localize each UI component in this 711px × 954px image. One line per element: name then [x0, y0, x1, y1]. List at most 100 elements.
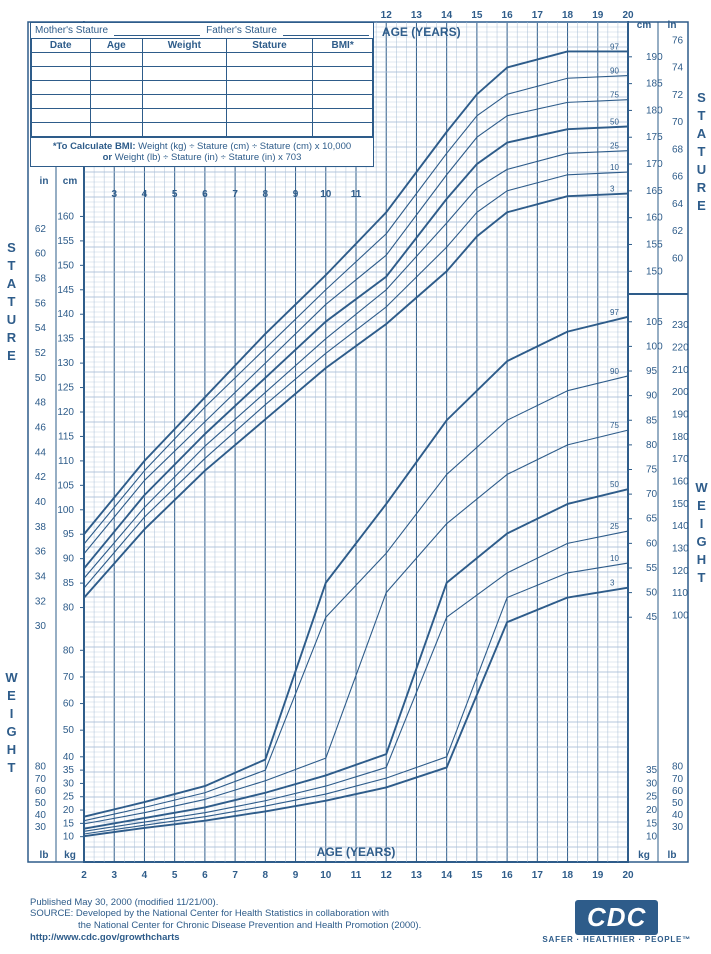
svg-text:9: 9 — [293, 870, 299, 881]
entry-cell[interactable] — [142, 123, 226, 137]
svg-text:12: 12 — [381, 10, 393, 21]
svg-text:97: 97 — [610, 308, 619, 317]
svg-text:105: 105 — [57, 480, 74, 491]
footer-line3: the National Center for Chronic Disease … — [30, 920, 460, 932]
svg-text:80: 80 — [63, 603, 75, 614]
svg-text:AGE (YEARS): AGE (YEARS) — [317, 845, 396, 859]
entry-cell[interactable] — [313, 123, 373, 137]
entry-cell[interactable] — [142, 109, 226, 123]
entry-cell[interactable] — [90, 95, 142, 109]
entry-cell[interactable] — [142, 67, 226, 81]
svg-text:58: 58 — [35, 273, 47, 284]
svg-text:100: 100 — [672, 610, 689, 621]
svg-text:150: 150 — [57, 260, 74, 271]
svg-text:140: 140 — [672, 521, 689, 532]
entry-cell[interactable] — [142, 53, 226, 67]
svg-text:7: 7 — [232, 189, 238, 200]
svg-text:95: 95 — [63, 529, 75, 540]
svg-text:50: 50 — [63, 725, 75, 736]
svg-text:95: 95 — [646, 366, 658, 377]
svg-text:2: 2 — [81, 870, 87, 881]
mother-stature-field[interactable] — [114, 25, 200, 36]
svg-text:11: 11 — [351, 189, 362, 200]
svg-text:10: 10 — [646, 832, 658, 843]
entry-cell[interactable] — [313, 53, 373, 67]
entry-cell[interactable] — [32, 67, 91, 81]
svg-text:90: 90 — [646, 391, 658, 402]
svg-text:10: 10 — [320, 870, 332, 881]
svg-text:16: 16 — [502, 870, 514, 881]
footer-url: http://www.cdc.gov/growthcharts — [30, 932, 460, 944]
entry-cell[interactable] — [313, 95, 373, 109]
svg-text:80: 80 — [35, 762, 47, 773]
svg-text:4: 4 — [142, 189, 148, 200]
entry-cell[interactable] — [90, 53, 142, 67]
svg-text:10: 10 — [63, 832, 75, 843]
svg-text:30: 30 — [646, 778, 658, 789]
svg-text:25: 25 — [610, 522, 619, 531]
svg-text:46: 46 — [35, 422, 47, 433]
svg-text:25: 25 — [610, 142, 619, 151]
svg-text:185: 185 — [646, 79, 663, 90]
svg-text:14: 14 — [441, 870, 453, 881]
svg-text:17: 17 — [532, 10, 544, 21]
svg-text:160: 160 — [57, 211, 74, 222]
entry-cell[interactable] — [32, 53, 91, 67]
entry-cell[interactable] — [32, 123, 91, 137]
svg-text:20: 20 — [646, 805, 658, 816]
entry-cell[interactable] — [90, 109, 142, 123]
entry-cell[interactable] — [142, 95, 226, 109]
svg-text:55: 55 — [646, 563, 658, 574]
entry-cell[interactable] — [32, 81, 91, 95]
svg-text:20: 20 — [622, 10, 634, 21]
svg-text:175: 175 — [646, 132, 663, 143]
svg-text:19: 19 — [592, 870, 604, 881]
col-date: Date — [32, 39, 91, 53]
svg-text:60: 60 — [672, 253, 684, 264]
svg-text:50: 50 — [672, 798, 684, 809]
entry-cell[interactable] — [90, 67, 142, 81]
svg-text:80: 80 — [646, 440, 658, 451]
entry-cell[interactable] — [32, 109, 91, 123]
svg-text:32: 32 — [35, 596, 47, 607]
svg-text:50: 50 — [646, 588, 658, 599]
svg-text:65: 65 — [646, 514, 658, 525]
svg-text:180: 180 — [646, 105, 663, 116]
entry-cell[interactable] — [226, 53, 313, 67]
svg-text:70: 70 — [646, 489, 658, 500]
svg-text:50: 50 — [610, 480, 619, 489]
svg-text:42: 42 — [35, 472, 47, 483]
entry-cell[interactable] — [32, 95, 91, 109]
svg-text:97: 97 — [610, 42, 619, 51]
entry-cell[interactable] — [226, 109, 313, 123]
svg-text:44: 44 — [35, 447, 47, 458]
entry-cell[interactable] — [226, 123, 313, 137]
svg-text:48: 48 — [35, 398, 47, 409]
entry-cell[interactable] — [226, 95, 313, 109]
entry-cell[interactable] — [226, 81, 313, 95]
cdc-tagline: SAFER · HEALTHIER · PEOPLE™ — [542, 935, 691, 944]
entry-cell[interactable] — [142, 81, 226, 95]
svg-text:75: 75 — [610, 421, 619, 430]
svg-text:62: 62 — [672, 226, 684, 237]
entry-cell[interactable] — [313, 109, 373, 123]
entry-cell[interactable] — [90, 123, 142, 137]
entry-cell[interactable] — [313, 81, 373, 95]
entry-cell[interactable] — [313, 67, 373, 81]
svg-text:50: 50 — [35, 798, 47, 809]
entry-cell[interactable] — [90, 81, 142, 95]
svg-text:54: 54 — [35, 323, 47, 334]
svg-text:180: 180 — [672, 432, 689, 443]
svg-text:15: 15 — [471, 10, 483, 21]
father-stature-label: Father's Stature — [206, 25, 277, 36]
svg-text:145: 145 — [57, 285, 74, 296]
svg-text:40: 40 — [672, 810, 684, 821]
entry-cell[interactable] — [226, 67, 313, 81]
svg-text:18: 18 — [562, 870, 574, 881]
col-weight: Weight — [142, 39, 226, 53]
svg-text:18: 18 — [562, 10, 574, 21]
svg-text:40: 40 — [35, 497, 47, 508]
father-stature-field[interactable] — [283, 25, 369, 36]
svg-text:68: 68 — [672, 144, 684, 155]
cdc-logo: CDC — [575, 900, 658, 935]
